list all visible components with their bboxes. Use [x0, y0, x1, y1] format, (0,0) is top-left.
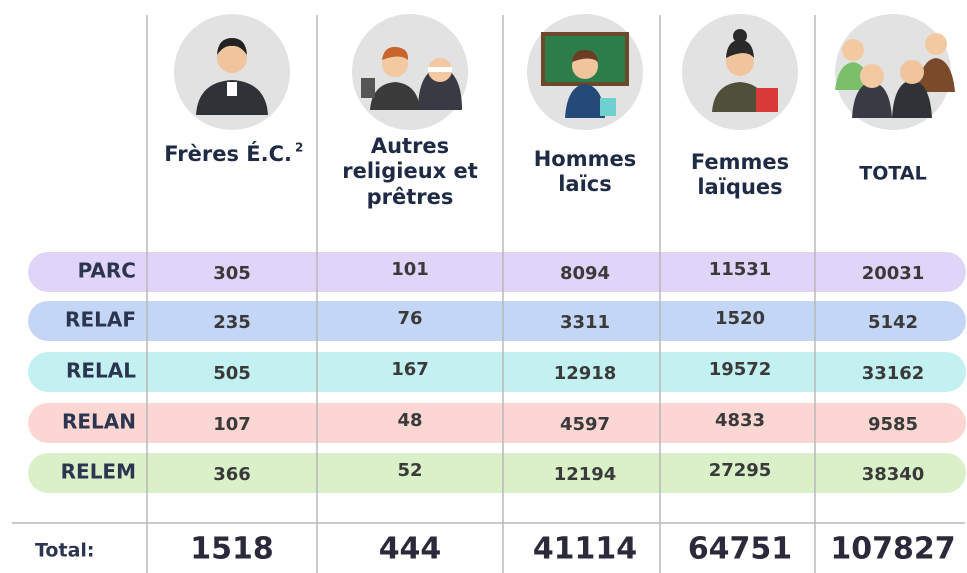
row-label: RELEM: [61, 460, 136, 484]
cell-value: 38340: [862, 464, 925, 485]
cell-value: 9585: [868, 414, 918, 435]
cell-value: 11531: [709, 259, 772, 280]
row-background: [28, 352, 966, 392]
cell-value: 4597: [560, 414, 610, 435]
cell-value: 5142: [868, 312, 918, 333]
cell-value: 27295: [709, 460, 772, 481]
column-header: religieux et: [342, 159, 478, 183]
cell-value: 305: [213, 263, 251, 284]
cell-value: 12918: [554, 363, 617, 384]
cell-value: 107: [213, 414, 251, 435]
cell-value: 101: [391, 259, 429, 280]
total-value: 64751: [688, 532, 792, 567]
total-value: 1518: [190, 532, 274, 567]
row-background: [28, 453, 966, 493]
cell-value: 48: [397, 410, 422, 431]
icon-everyone: [835, 14, 955, 130]
column-header: Femmes: [691, 150, 789, 174]
row-background: [28, 301, 966, 341]
row-backgrounds: [28, 252, 966, 493]
icon-layman: [527, 14, 643, 130]
column-header: Hommes: [534, 147, 637, 171]
total-value: 107827: [830, 532, 955, 567]
icon-laywoman: [682, 14, 798, 130]
cell-value: 366: [213, 464, 251, 485]
column-header: TOTAL: [859, 163, 926, 185]
total-value: 444: [379, 532, 442, 567]
icon-brother: [174, 14, 290, 130]
icon-religious: [352, 14, 468, 130]
cell-value: 12194: [554, 464, 617, 485]
row-label: RELAN: [62, 410, 136, 434]
column-header: laïques: [697, 175, 782, 199]
total-value: 41114: [533, 532, 637, 567]
cell-value: 4833: [715, 410, 765, 431]
column-header: Autres: [371, 134, 449, 158]
cell-value: 33162: [862, 363, 925, 384]
column-header: Frères É.C.: [164, 141, 292, 166]
total-label: Total:: [35, 540, 95, 562]
cell-value: 19572: [709, 359, 772, 380]
column-header: laïcs: [558, 172, 612, 196]
cell-value: 1520: [715, 308, 765, 329]
cell-value: 8094: [560, 263, 610, 284]
column-header: prêtres: [367, 185, 454, 209]
infographic-table: Frères É.C.2 Autresreligieux etprêtres Hom…: [0, 0, 967, 573]
row-background: [28, 252, 966, 292]
cell-value: 167: [391, 359, 429, 380]
cell-value: 505: [213, 363, 251, 384]
cell-value: 52: [397, 460, 422, 481]
row-label: RELAL: [66, 359, 136, 383]
row-label: PARC: [78, 259, 136, 283]
row-background: [28, 403, 966, 443]
cell-value: 235: [213, 312, 251, 333]
cell-value: 76: [397, 308, 422, 329]
cell-value: 20031: [862, 263, 925, 284]
row-label: RELAF: [65, 308, 136, 332]
cell-value: 3311: [560, 312, 610, 333]
footnote-marker: 2: [295, 141, 303, 155]
